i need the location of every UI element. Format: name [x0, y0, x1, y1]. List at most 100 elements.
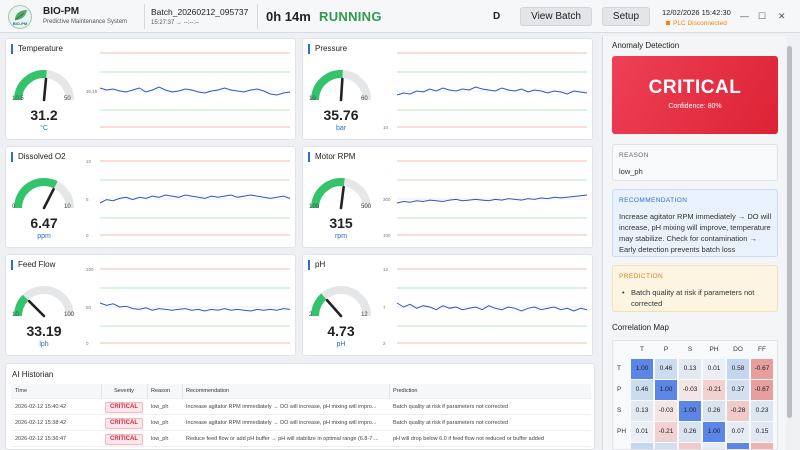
gauge-dial — [14, 286, 74, 318]
sensor-unit: bar — [335, 125, 347, 132]
anomaly-level-card: CRITICAL Confidence: 80% — [612, 56, 778, 134]
column-header[interactable]: Prediction — [393, 388, 418, 394]
gauge-max: 100 — [64, 312, 75, 318]
severity-cell: CRITICAL — [101, 432, 147, 447]
maximize-icon[interactable]: ☐ — [758, 11, 767, 21]
table-cell: Reduce feed flow or add pH buffer → pH w… — [186, 436, 379, 442]
sensor-panel: Temperature 10.5 50 31.2 °C 30.15 — [5, 38, 296, 140]
correlation-cell: 0.13 — [679, 359, 701, 379]
gauge-arc — [311, 70, 343, 101]
sensor-unit: pH — [336, 341, 346, 348]
app-subtitle: Predictive Maintenance System — [43, 19, 128, 25]
app-name: BIO-PM — [43, 6, 80, 17]
column-header[interactable]: Severity — [114, 388, 134, 394]
table-cell: low_ph — [151, 436, 169, 442]
anomaly-panel: Anomaly Detection CRITICAL Confidence: 8… — [602, 36, 793, 450]
minimize-icon[interactable]: — — [740, 11, 749, 21]
correlation-cell: 0.15 — [751, 422, 773, 442]
trend-axis-label: 100 — [383, 233, 391, 238]
table-header-row: Time Severity Reason Recommendation Predicti… — [11, 384, 591, 399]
correlation-cell: 1.00 — [703, 422, 725, 442]
anomaly-level: CRITICAL — [648, 77, 742, 98]
correlation-col-label: P — [663, 346, 669, 353]
anomaly-title: Anomaly Detection — [612, 41, 680, 50]
gauge-min: 2 — [309, 312, 313, 318]
severity-cell: CRITICAL — [101, 400, 147, 415]
correlation-row-label: S — [617, 407, 622, 414]
trend-axis-label: 7 — [383, 305, 386, 310]
gauge-dial — [311, 70, 371, 102]
table-cell: 2026-02-12 15:38:42 — [15, 420, 67, 426]
gauge-max: 50 — [64, 96, 71, 102]
trend-axis-label: 12 — [383, 267, 389, 272]
correlation-cell: 0.46 — [631, 380, 653, 400]
severity-badge: CRITICAL — [105, 434, 143, 445]
table-row[interactable]: 2026-02-12 15:36:47 CRITICAL low_ph Reduce … — [11, 432, 591, 447]
gauge-arc — [14, 294, 29, 317]
sensor-panel: Feed Flow 10 100 33.19 lph 100 50 0 — [5, 254, 296, 356]
gauge-max: 12 — [361, 312, 368, 318]
sensor-value: 31.2 — [30, 107, 58, 123]
gauge-needle — [339, 77, 344, 102]
prediction-text: • Batch quality at risk if parameters not… — [619, 287, 772, 309]
severity-cell: CRITICAL — [101, 416, 147, 431]
table-cell: Batch quality at risk if parameters not … — [393, 404, 508, 410]
batch-id: Batch_20260212_095737 — [151, 7, 249, 17]
trend-chart: 100 50 0 — [86, 267, 291, 346]
sensor-value: 4.73 — [327, 323, 355, 339]
column-divider — [389, 384, 390, 399]
setup-button[interactable]: Setup — [602, 7, 650, 26]
gauge-needle — [42, 77, 48, 102]
trend-chart: 300 100 — [383, 160, 588, 238]
divider — [144, 4, 145, 29]
trend-chart: 30.15 — [86, 52, 291, 128]
trend-line — [99, 302, 291, 312]
correlation-col-label: T — [640, 346, 644, 353]
correlation-cell — [655, 443, 677, 449]
severity-badge: CRITICAL — [105, 402, 143, 413]
correlation-cell: -0.03 — [679, 380, 701, 400]
correlation-cell: 1.00 — [679, 401, 701, 421]
column-header[interactable]: Reason — [151, 388, 170, 394]
gauge-dial — [311, 286, 371, 318]
gauge-max: 10 — [64, 204, 71, 210]
column-header[interactable]: Recommendation — [186, 388, 230, 394]
historian-title: AI Historian — [12, 370, 54, 379]
table-row[interactable]: 2026-02-12 15:38:42 CRITICAL low_ph Increas… — [11, 416, 591, 431]
gauge-min: 10 — [12, 312, 19, 318]
sensor-unit: lph — [39, 341, 49, 348]
gauge-min: 100 — [309, 204, 320, 210]
gauge-min: 10 — [309, 96, 316, 102]
correlation-col-label: S — [687, 346, 693, 353]
severity-badge: CRITICAL — [105, 418, 143, 429]
sensor-title: Motor RPM — [308, 152, 355, 162]
reason-value: low_ph — [619, 167, 643, 176]
scrollbar-thumb[interactable] — [787, 46, 792, 418]
gauge-arc — [14, 178, 58, 209]
correlation-col-label: DO — [733, 346, 743, 353]
trend-chart: 12 7 2 — [383, 267, 588, 346]
trend-axis-label: 2 — [383, 341, 386, 346]
correlation-cell: 0.23 — [751, 401, 773, 421]
view-batch-button[interactable]: View Batch — [520, 7, 592, 26]
table-row[interactable]: 2026-02-12 15:40:42 CRITICAL low_ph Increas… — [11, 400, 591, 415]
reason-heading: REASON — [619, 152, 649, 159]
gauge-min: 0 — [12, 204, 16, 210]
sensor-title: Temperature — [11, 44, 63, 54]
plc-status-text: PLC Disconnected — [673, 20, 727, 27]
correlation-col-label: PH — [709, 346, 719, 353]
trend-axis-label: 30.15 — [86, 89, 98, 94]
sensor-title: Dissolved O2 — [11, 152, 66, 162]
trend-axis-label: 0 — [86, 341, 89, 346]
ai-historian-panel: AI Historian Time Severity Reason Recommend… — [5, 363, 595, 450]
close-icon[interactable]: ✕ — [778, 11, 786, 21]
correlation-cell: 0.01 — [703, 359, 725, 379]
gauge-arc — [311, 293, 327, 317]
gauge-needle — [42, 187, 55, 210]
trend-axis-label: 0 — [86, 233, 89, 238]
correlation-title: Correlation Map — [612, 323, 669, 332]
gauge-max: 60 — [361, 96, 368, 102]
app-logo: BIO-PM — [8, 5, 32, 29]
table-cell: low_ph — [151, 420, 169, 426]
column-header[interactable]: Time — [15, 388, 28, 394]
